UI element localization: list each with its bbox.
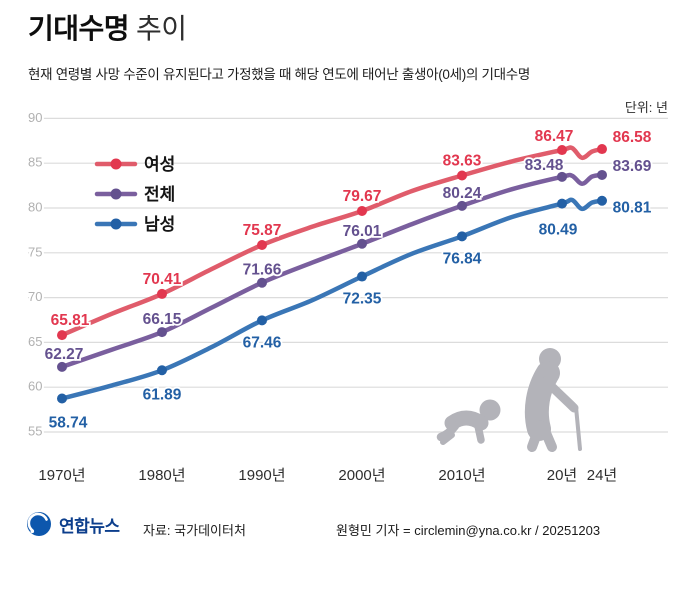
data-point-total-2024: [597, 169, 607, 180]
y-tick-label: 90: [28, 112, 42, 125]
data-point-female-2010: [457, 170, 467, 181]
value-label-total-2020: 83.48: [525, 157, 564, 174]
value-label-male-1970: 58.74: [49, 414, 88, 431]
value-label-male-2020: 80.49: [539, 222, 578, 239]
legend-marker-male: [110, 218, 122, 230]
yonhap-logo-icon: [27, 512, 51, 536]
chart-area: 55 60 65 70 75 80 85 90: [0, 108, 681, 517]
publisher-logo: 연합뉴스: [26, 511, 120, 537]
data-point-female-2000: [357, 205, 367, 216]
value-label-female-1990: 75.87: [243, 222, 282, 239]
legend-label-male: 남성: [144, 215, 175, 234]
publisher-name: 연합뉴스: [59, 516, 120, 536]
data-point-male-1990: [257, 315, 267, 326]
data-point-total-2010: [457, 200, 467, 211]
value-label-total-1980: 66.15: [143, 311, 182, 328]
data-point-female-1970: [57, 330, 67, 341]
y-tick-label: 85: [28, 155, 42, 170]
title-main: 기대수명: [28, 13, 130, 44]
value-label-male-2010: 76.84: [443, 250, 482, 267]
data-point-male-1980: [157, 365, 167, 376]
value-label-male-2000: 72.35: [343, 291, 382, 308]
x-tick-label: 2000년: [338, 467, 385, 484]
data-point-total-1990: [257, 277, 267, 288]
data-point-female-2024: [597, 144, 607, 155]
value-label-total-1990: 71.66: [243, 262, 282, 279]
legend-label-total: 전체: [144, 185, 175, 204]
value-label-total-1970: 62.27: [45, 346, 84, 363]
y-tick-label: 80: [28, 200, 42, 215]
data-point-female-2020: [557, 145, 567, 156]
data-point-female-1980: [157, 288, 167, 299]
data-point-male-2010: [457, 231, 467, 242]
data-point-female-1990: [257, 240, 267, 251]
data-point-male-2000: [357, 271, 367, 282]
series-line-total: [59, 172, 605, 370]
legend-marker-total: [110, 188, 122, 200]
grid-layer: 55 60 65 70 75 80 85 90: [26, 108, 668, 441]
y-tick-label: 55: [28, 424, 42, 439]
page-title: 기대수명 추이: [28, 12, 187, 46]
life-expectancy-line-chart: 55 60 65 70 75 80 85 90: [26, 108, 668, 484]
value-label-female-1970: 65.81: [51, 312, 90, 329]
data-point-total-2000: [357, 238, 367, 249]
value-label-total-2000: 76.01: [343, 223, 382, 240]
title-sub: 추이: [136, 13, 187, 44]
series-line-female: [59, 145, 605, 338]
data-point-male-1970: [57, 393, 67, 404]
legend-label-female: 여성: [144, 155, 175, 174]
data-point-male-2020: [557, 198, 567, 209]
data-point-total-1980: [157, 327, 167, 338]
value-label-female-2010: 83.63: [443, 152, 482, 169]
legend-marker-female: [110, 158, 122, 170]
baby-crawling-icon: [436, 399, 501, 445]
y-tick-label: 75: [28, 244, 42, 259]
y-tick-label: 60: [28, 379, 42, 394]
series-line-male: [59, 197, 605, 401]
value-label-male-2024: 80.81: [613, 200, 652, 217]
data-point-total-1970: [57, 361, 67, 372]
value-label-male-1990: 67.46: [243, 334, 282, 351]
elderly-with-cane-icon: [524, 348, 582, 452]
x-tick-label: 2010년: [438, 467, 485, 484]
data-point-total-2020: [557, 171, 567, 182]
value-label-female-2000: 79.67: [343, 188, 382, 205]
data-point-male-2024: [597, 195, 607, 206]
value-label-total-2024: 83.69: [613, 158, 652, 175]
x-tick-label: 1990년: [238, 467, 285, 484]
chart-subtitle: 현재 연령별 사망 수준이 유지된다고 가정했을 때 해당 연도에 태어난 출생…: [28, 67, 530, 82]
x-tick-label: 1980년: [138, 467, 185, 484]
x-tick-label: 20년: [547, 467, 578, 484]
decoration-layer: [436, 348, 582, 452]
value-label-female-2024: 86.58: [613, 129, 652, 146]
data-source: 자료: 국가데이터처: [143, 523, 246, 538]
value-label-male-1980: 61.89: [143, 386, 182, 403]
y-tick-label: 65: [28, 334, 42, 349]
reporter-credit: 원형민 기자 = circlemin@yna.co.kr / 20251203: [336, 523, 601, 538]
value-label-total-2010: 80.24: [443, 185, 482, 202]
x-tick-label: 1970년: [38, 467, 85, 484]
y-tick-label: 70: [28, 289, 42, 304]
x-tick-label: 24년: [587, 467, 618, 484]
unit-label: 단위: 년: [624, 100, 668, 115]
value-label-female-2020: 86.47: [535, 128, 574, 145]
value-label-female-1980: 70.41: [143, 271, 182, 288]
